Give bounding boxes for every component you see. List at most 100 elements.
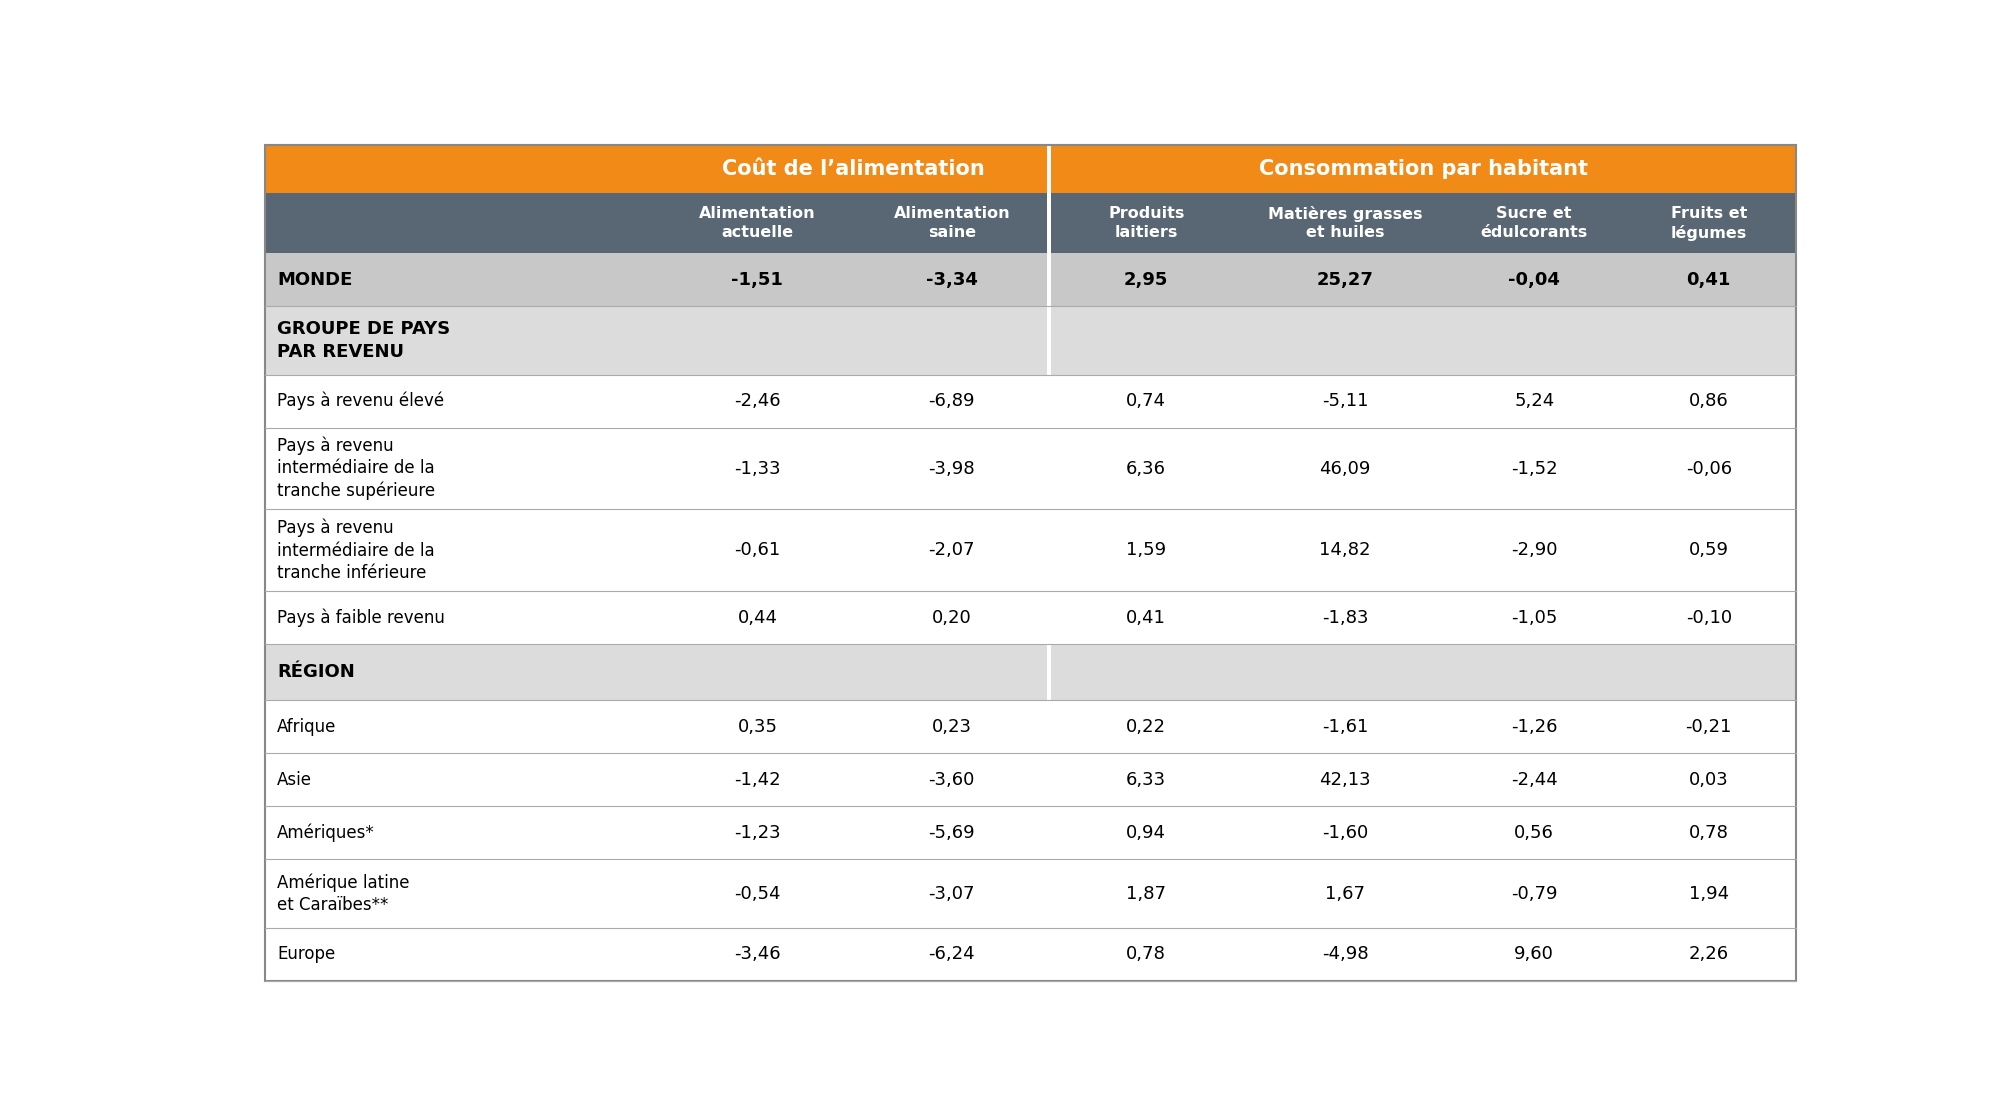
Bar: [265, 253, 1796, 307]
Text: Sucre et
édulcorants: Sucre et édulcorants: [1480, 206, 1589, 240]
Text: 5,24: 5,24: [1514, 392, 1555, 410]
Text: -1,52: -1,52: [1510, 459, 1559, 477]
Bar: [265, 145, 1796, 193]
Bar: [1046, 860, 1052, 928]
Text: -3,98: -3,98: [929, 459, 975, 477]
Text: -2,46: -2,46: [734, 392, 780, 410]
Text: -0,54: -0,54: [734, 884, 780, 902]
Bar: [1046, 700, 1052, 754]
Text: 1,94: 1,94: [1689, 884, 1729, 902]
Bar: [1046, 806, 1052, 860]
Text: 0,44: 0,44: [738, 609, 778, 627]
Bar: [1046, 193, 1052, 253]
Bar: [1046, 754, 1052, 806]
Text: -5,11: -5,11: [1321, 392, 1367, 410]
Text: 0,59: 0,59: [1689, 542, 1729, 560]
Text: 1,87: 1,87: [1126, 884, 1166, 902]
Text: 0,35: 0,35: [738, 718, 778, 736]
Text: 9,60: 9,60: [1514, 946, 1555, 963]
Text: Consommation par habitant: Consommation par habitant: [1259, 159, 1589, 180]
Text: Afrique: Afrique: [278, 718, 336, 736]
Bar: [265, 193, 1796, 253]
Text: 0,86: 0,86: [1689, 392, 1729, 410]
Text: -3,07: -3,07: [929, 884, 975, 902]
Bar: [265, 644, 1796, 700]
Text: Amériques*: Amériques*: [278, 824, 374, 842]
Text: 2,95: 2,95: [1124, 271, 1168, 289]
Text: 0,78: 0,78: [1126, 946, 1166, 963]
Text: -0,21: -0,21: [1685, 718, 1731, 736]
Text: -1,33: -1,33: [734, 459, 780, 477]
Text: -1,23: -1,23: [734, 824, 780, 842]
Bar: [1046, 928, 1052, 981]
Text: 0,41: 0,41: [1687, 271, 1731, 289]
Text: -4,98: -4,98: [1321, 946, 1369, 963]
Bar: [265, 591, 1796, 644]
Bar: [265, 754, 1796, 806]
Text: Asie: Asie: [278, 770, 312, 788]
Bar: [265, 428, 1796, 510]
Text: 0,20: 0,20: [931, 609, 971, 627]
Text: -0,10: -0,10: [1685, 609, 1731, 627]
Text: 46,09: 46,09: [1319, 459, 1372, 477]
Text: 1,59: 1,59: [1126, 542, 1166, 560]
Bar: [265, 700, 1796, 754]
Bar: [1046, 510, 1052, 591]
Text: -2,44: -2,44: [1510, 770, 1559, 788]
Text: -1,61: -1,61: [1321, 718, 1367, 736]
Text: -1,26: -1,26: [1510, 718, 1557, 736]
Bar: [1046, 428, 1052, 510]
Text: 0,78: 0,78: [1689, 824, 1729, 842]
Text: RÉGION: RÉGION: [278, 663, 354, 681]
Text: -0,61: -0,61: [734, 542, 780, 560]
Bar: [265, 510, 1796, 591]
Text: Pays à revenu
intermédiaire de la
tranche supérieure: Pays à revenu intermédiaire de la tranch…: [278, 437, 434, 501]
Text: Pays à revenu élevé: Pays à revenu élevé: [278, 392, 444, 410]
Text: 14,82: 14,82: [1319, 542, 1372, 560]
Bar: [1046, 145, 1052, 193]
Text: GROUPE DE PAYS
PAR REVENU: GROUPE DE PAYS PAR REVENU: [278, 320, 450, 360]
Text: 2,26: 2,26: [1689, 946, 1729, 963]
Text: Europe: Europe: [278, 946, 336, 963]
Text: 0,23: 0,23: [931, 718, 971, 736]
Text: Matières grasses
et huiles: Matières grasses et huiles: [1267, 206, 1422, 241]
Text: -3,34: -3,34: [925, 271, 977, 289]
Text: 0,74: 0,74: [1126, 392, 1166, 410]
Text: Pays à revenu
intermédiaire de la
tranche inférieure: Pays à revenu intermédiaire de la tranch…: [278, 518, 434, 582]
Text: -2,90: -2,90: [1510, 542, 1557, 560]
Text: -2,07: -2,07: [929, 542, 975, 560]
Text: Produits
laitiers: Produits laitiers: [1108, 206, 1184, 240]
Text: -3,60: -3,60: [929, 770, 975, 788]
Text: 6,33: 6,33: [1126, 770, 1166, 788]
Text: -1,51: -1,51: [732, 271, 784, 289]
Bar: [1046, 307, 1052, 375]
Text: Amérique latine
et Caraïbes**: Amérique latine et Caraïbes**: [278, 873, 410, 914]
Bar: [265, 806, 1796, 860]
Text: 0,94: 0,94: [1126, 824, 1166, 842]
Text: -1,05: -1,05: [1510, 609, 1557, 627]
Bar: [265, 375, 1796, 428]
Text: -5,69: -5,69: [929, 824, 975, 842]
Text: -1,60: -1,60: [1321, 824, 1367, 842]
Text: 6,36: 6,36: [1126, 459, 1166, 477]
Text: 42,13: 42,13: [1319, 770, 1372, 788]
Bar: [1046, 591, 1052, 644]
Text: -1,42: -1,42: [734, 770, 780, 788]
Text: 1,67: 1,67: [1325, 884, 1365, 902]
Text: -0,04: -0,04: [1508, 271, 1561, 289]
Text: 0,41: 0,41: [1126, 609, 1166, 627]
Bar: [1046, 375, 1052, 428]
Text: 0,56: 0,56: [1514, 824, 1555, 842]
Bar: [1046, 253, 1052, 307]
Bar: [1046, 644, 1052, 700]
Text: -6,89: -6,89: [929, 392, 975, 410]
Text: Pays à faible revenu: Pays à faible revenu: [278, 609, 444, 627]
Text: Alimentation
actuelle: Alimentation actuelle: [700, 206, 816, 240]
Text: Coût de l’alimentation: Coût de l’alimentation: [722, 159, 985, 180]
Text: Alimentation
saine: Alimentation saine: [893, 206, 1010, 240]
Text: -0,79: -0,79: [1510, 884, 1557, 902]
Text: 25,27: 25,27: [1317, 271, 1374, 289]
Text: -1,83: -1,83: [1321, 609, 1367, 627]
Text: 0,22: 0,22: [1126, 718, 1166, 736]
Text: -0,06: -0,06: [1685, 459, 1731, 477]
